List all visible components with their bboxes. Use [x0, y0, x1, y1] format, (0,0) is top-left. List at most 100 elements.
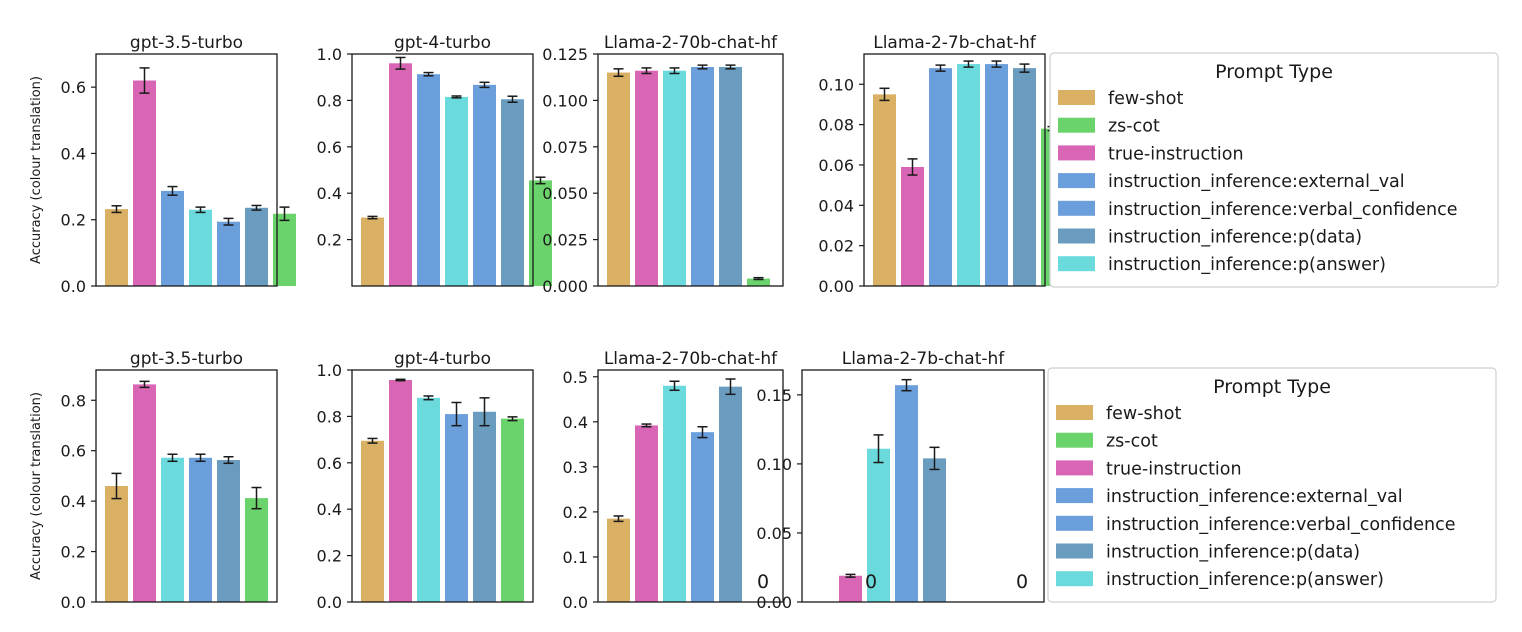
axes-frame — [95, 369, 278, 603]
y-tick-label: 0.0 — [61, 277, 86, 296]
y-tick-label: 0.0 — [317, 593, 342, 612]
bar-few-shot — [361, 440, 384, 602]
error-bar — [251, 486, 262, 510]
error-bar — [935, 64, 946, 72]
legend-label: true-instruction — [1108, 144, 1244, 164]
error-bar — [725, 378, 736, 396]
bar-instruction-inference-p-answer- — [867, 448, 890, 602]
error-bar — [697, 426, 708, 439]
legend-label: instruction_inference:external_val — [1106, 487, 1403, 507]
y-tick-label: 0.15 — [756, 386, 792, 405]
legend-label: true-instruction — [1106, 459, 1242, 479]
bar-zs-cot — [501, 418, 524, 602]
error-bar — [507, 416, 518, 422]
bar-zs-cot — [747, 278, 770, 286]
error-bar — [451, 95, 462, 99]
bar-few-shot — [105, 486, 128, 602]
bar-instruction-inference-p-answer- — [417, 397, 440, 602]
y-tick-label: 0.3 — [563, 458, 588, 477]
legend-label: instruction_inference:p(data) — [1108, 228, 1362, 248]
bar-instruction-inference-external-val — [929, 68, 952, 287]
legend-swatch — [1058, 90, 1095, 105]
bar-instruction-inference-p-answer- — [663, 385, 686, 602]
y-tick-label: 0.1 — [563, 548, 588, 567]
y-tick-label: 0.6 — [61, 442, 86, 461]
legend-swatch — [1056, 515, 1093, 531]
bar-zs-cot — [245, 498, 268, 602]
legend-title: Prompt Type — [1215, 61, 1333, 83]
bar-instruction-inference-p-answer- — [161, 457, 184, 602]
error-bar — [223, 217, 234, 226]
legend-swatch — [1056, 571, 1093, 587]
bar-true-instruction — [133, 80, 156, 286]
y-tick-label: 0.2 — [61, 211, 86, 230]
bar-few-shot — [607, 518, 630, 602]
legend-swatch — [1056, 405, 1093, 420]
zero-label: 0 — [1016, 571, 1028, 593]
error-bar — [367, 437, 378, 444]
error-bar — [1019, 63, 1030, 73]
y-tick-label: 0.050 — [542, 184, 588, 203]
y-tick-label: 0.8 — [317, 407, 342, 426]
subplot-title: gpt-4-turbo — [394, 33, 491, 53]
bar-few-shot — [105, 209, 128, 286]
bar-true-instruction — [389, 379, 412, 602]
error-bar — [139, 380, 150, 389]
y-tick-label: 0.2 — [61, 543, 86, 562]
y-tick-label: 0.05 — [756, 524, 792, 543]
subplot-title: Llama-2-7b-chat-hf — [842, 349, 1006, 369]
legend-1: Prompt Type few-shot zs-cot true-instructio… — [1049, 52, 1499, 288]
legend-swatch — [1056, 460, 1093, 476]
subplot-5: 0.0 0.2 0.4 0.6 0.8 gpt-3.5-turbo Accuracy (co… — [29, 349, 278, 612]
legend-swatch — [1056, 432, 1093, 448]
y-tick-label: 0.6 — [317, 138, 342, 157]
y-tick-label: 0.075 — [542, 138, 588, 157]
bar-few-shot — [361, 217, 384, 286]
legend-label: instruction_inference:p(answer) — [1108, 255, 1386, 275]
bar-instruction-inference-external-val — [445, 414, 468, 602]
y-tick-label: 0.2 — [317, 231, 342, 250]
axes-frame — [95, 53, 278, 287]
error-bar — [167, 453, 178, 463]
legend-label: instruction_inference:external_val — [1108, 172, 1405, 192]
bar-instruction-inference-external-val — [691, 432, 714, 602]
bar-few-shot — [607, 72, 630, 286]
bar-instruction-inference-verbal-confidence — [217, 221, 240, 286]
error-bar — [613, 515, 624, 523]
error-bar — [111, 472, 122, 500]
error-bar — [111, 205, 122, 214]
legend-label: few-shot — [1108, 89, 1183, 109]
bar-few-shot — [873, 94, 896, 286]
bar-instruction-inference-p-data- — [1013, 68, 1036, 287]
bar-true-instruction — [839, 575, 862, 602]
subplot-title: Llama-2-7b-chat-hf — [873, 33, 1037, 53]
axes-frame — [597, 369, 784, 603]
error-bar — [879, 87, 890, 102]
zero-label: 0 — [865, 571, 877, 593]
axes-frame — [863, 53, 1046, 287]
legend-swatch — [1056, 488, 1093, 504]
legend-label: instruction_inference:p(data) — [1106, 543, 1360, 563]
error-bar — [697, 64, 708, 70]
error-bar — [395, 56, 406, 70]
bar-instruction-inference-p-data- — [217, 460, 240, 602]
error-bar — [279, 206, 290, 222]
legend-box — [1049, 52, 1499, 288]
y-tick-label: 0.125 — [542, 45, 588, 64]
bar-instruction-inference-p-data- — [245, 207, 268, 286]
subplot-title: gpt-3.5-turbo — [130, 349, 243, 369]
error-bar — [423, 395, 434, 401]
bar-instruction-inference-p-data- — [473, 411, 496, 602]
legend-swatch — [1058, 256, 1095, 272]
legend-swatch — [1058, 145, 1095, 161]
bar-instruction-inference-p-answer- — [189, 209, 212, 286]
bar-instruction-inference-external-val — [417, 74, 440, 287]
error-bar — [613, 68, 624, 78]
error-bar — [139, 67, 150, 94]
subplot-2: 0.2 0.4 0.6 0.8 1.0 gpt-4-turbo — [317, 33, 552, 287]
error-bar — [669, 380, 680, 392]
bar-true-instruction — [133, 384, 156, 602]
legend-label: zs-cot — [1106, 432, 1158, 452]
subplot-6: 0.0 0.2 0.4 0.6 0.8 1.0 gpt-4-turbo — [317, 349, 534, 612]
